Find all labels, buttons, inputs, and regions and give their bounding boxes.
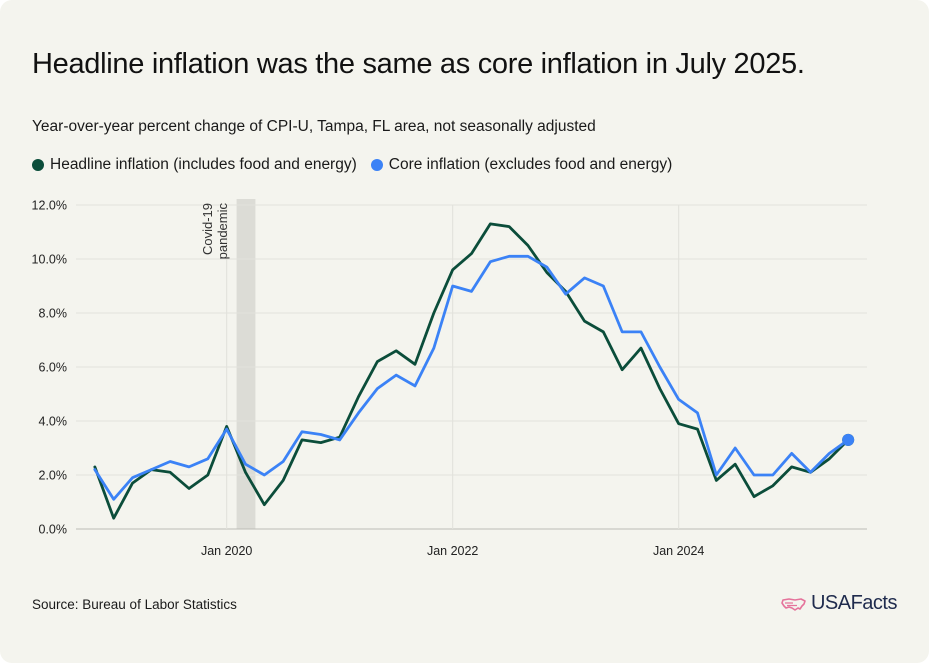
brand-name: USAFacts <box>810 592 898 614</box>
us-map-icon <box>781 597 806 611</box>
y-tick-label: 10.0% <box>32 253 67 267</box>
legend-swatch-core <box>370 159 383 171</box>
legend-swatch-headline <box>32 159 44 171</box>
x-tick-label: Jan 2024 <box>653 544 704 558</box>
covid-annotation-label: Covid-19 <box>200 203 215 255</box>
legend-label-headline: Headline inflation (includes food and en… <box>50 156 357 173</box>
chart-title: Headline inflation was the same as core … <box>32 48 805 80</box>
source-note: Source: Bureau of Labor Statistics <box>32 597 237 612</box>
legend-item-headline: Headline inflation (includes food and en… <box>32 156 357 174</box>
x-tick-label: Jan 2020 <box>201 544 252 558</box>
legend-item-core: Core inflation (excludes food and energy… <box>370 156 673 174</box>
headline-inflation-line <box>93 222 850 520</box>
x-tick-label: Jan 2022 <box>427 544 478 558</box>
y-tick-label: 2.0% <box>39 469 68 483</box>
chart-subtitle: Year-over-year percent change of CPI-U, … <box>32 118 596 135</box>
covid-band <box>236 199 256 529</box>
y-tick-label: 0.0% <box>39 523 68 537</box>
covid-annotation-label: pandemic <box>215 203 230 260</box>
core-inflation-line <box>93 254 850 501</box>
brand-logo: USAFacts <box>781 592 898 615</box>
y-tick-label: 4.0% <box>39 415 68 429</box>
y-tick-label: 8.0% <box>39 307 68 321</box>
y-tick-label: 12.0% <box>32 199 67 213</box>
core-endpoint <box>842 433 855 446</box>
chart-legend: Headline inflation (includes food and en… <box>32 156 672 174</box>
y-tick-label: 6.0% <box>39 361 68 375</box>
legend-label-core: Core inflation (excludes food and energy… <box>388 156 673 173</box>
